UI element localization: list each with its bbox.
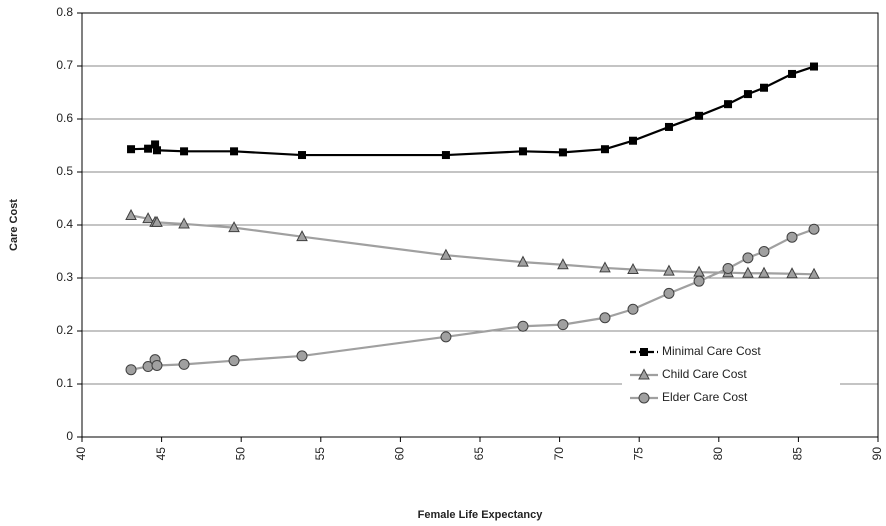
marker <box>627 262 639 275</box>
x-tick-label: 75 <box>631 447 645 461</box>
marker <box>743 90 752 99</box>
x-tick-label: 60 <box>393 447 407 461</box>
marker <box>440 331 452 343</box>
legend-marker <box>638 392 650 404</box>
x-tick-label: 45 <box>154 447 168 461</box>
y-tick-label: 0.6 <box>56 111 73 125</box>
y-tick-label: 0.1 <box>56 376 73 390</box>
series-line <box>130 65 815 157</box>
x-tick-label: 55 <box>313 447 327 461</box>
marker <box>440 248 452 260</box>
marker <box>557 258 569 270</box>
marker <box>628 136 637 145</box>
marker <box>627 303 639 315</box>
legend-label: Child Care Cost <box>662 367 747 381</box>
marker <box>599 261 611 273</box>
legend-marker <box>638 368 650 380</box>
marker <box>441 151 450 160</box>
marker <box>296 230 308 242</box>
marker <box>810 62 819 71</box>
marker <box>151 359 163 371</box>
marker <box>178 358 190 370</box>
marker <box>758 246 770 257</box>
x-tick-label: 50 <box>233 447 247 461</box>
marker <box>180 147 189 156</box>
marker <box>228 221 240 233</box>
x-tick-label: 65 <box>472 447 486 461</box>
x-tick-label: 90 <box>870 447 884 461</box>
marker <box>808 223 820 235</box>
marker <box>557 319 569 331</box>
y-tick-label: 0.7 <box>56 58 73 72</box>
marker <box>760 83 769 92</box>
marker <box>151 215 163 227</box>
marker <box>758 266 770 278</box>
x-tick-label: 80 <box>711 447 725 461</box>
y-tick-label: 0.4 <box>56 217 73 231</box>
y-tick-label: 0.5 <box>56 164 73 178</box>
marker <box>742 266 754 278</box>
marker <box>144 144 153 153</box>
marker <box>125 208 137 220</box>
marker <box>152 146 161 155</box>
marker <box>788 69 797 78</box>
marker <box>742 252 754 264</box>
marker <box>125 364 137 376</box>
legend-label: Elder Care Cost <box>662 390 748 404</box>
x-tick-label: 40 <box>74 447 88 461</box>
marker <box>518 147 527 156</box>
marker <box>663 287 675 299</box>
marker <box>786 267 798 279</box>
marker <box>517 320 529 332</box>
marker <box>142 212 154 224</box>
marker <box>558 148 567 157</box>
y-tick-label: 0.3 <box>56 270 73 284</box>
marker <box>298 151 307 160</box>
marker <box>722 262 734 274</box>
marker <box>151 140 160 149</box>
marker <box>517 255 529 267</box>
marker <box>695 111 704 120</box>
marker <box>230 147 239 156</box>
y-tick-label: 0.8 <box>56 5 73 19</box>
marker <box>724 100 733 109</box>
marker <box>296 350 308 362</box>
y-axis-title: Care Cost <box>8 199 20 251</box>
legend-box <box>622 339 840 411</box>
legend-label: Minimal Care Cost <box>662 344 761 358</box>
x-tick-label: 85 <box>791 447 805 461</box>
y-tick-label: 0.2 <box>56 323 73 337</box>
y-tick-label: 0 <box>66 429 73 443</box>
marker <box>693 275 705 287</box>
marker <box>228 355 240 367</box>
legend-marker <box>640 348 648 356</box>
marker <box>808 267 820 279</box>
marker <box>178 217 190 229</box>
x-tick-label: 70 <box>552 447 566 461</box>
marker <box>664 122 673 131</box>
marker <box>663 264 675 276</box>
marker <box>127 145 136 154</box>
marker <box>599 312 611 324</box>
marker <box>786 231 798 243</box>
x-axis-title: Female Life Expectancy <box>418 509 544 521</box>
marker <box>600 145 609 154</box>
